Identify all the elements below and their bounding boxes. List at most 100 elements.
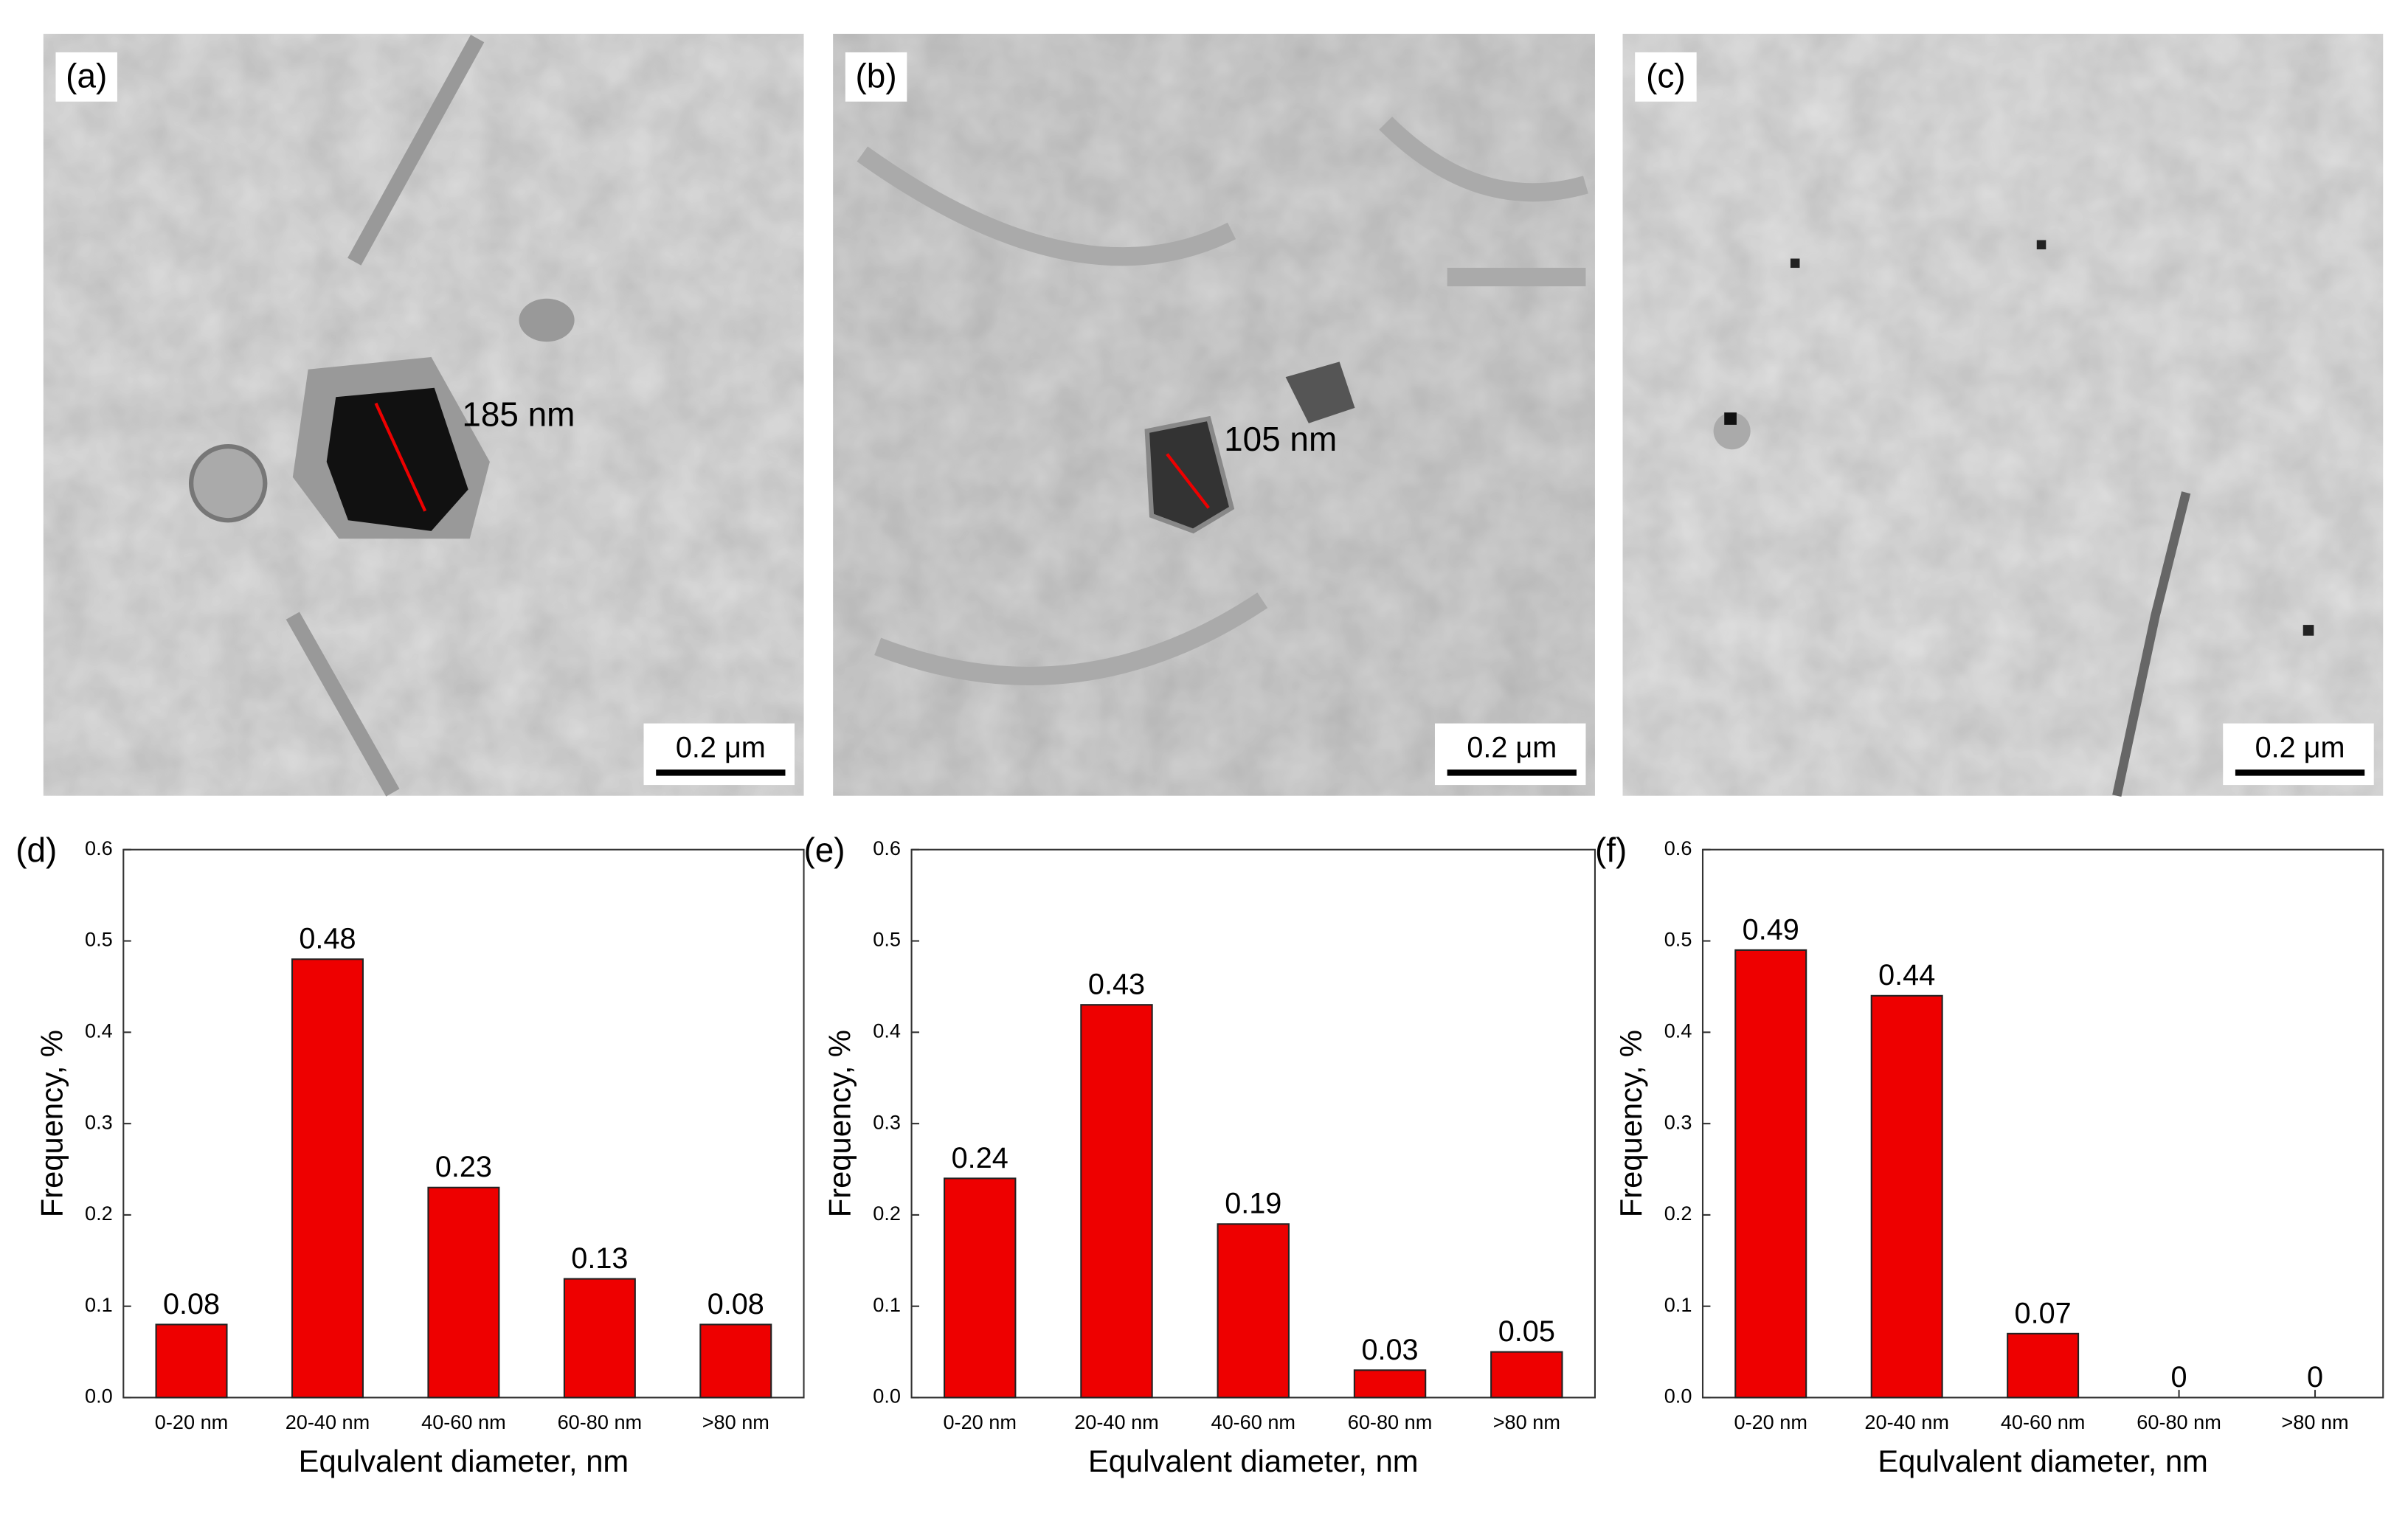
x-tick-label: >80 nm xyxy=(702,1410,769,1433)
y-tick-label: 0.0 xyxy=(1664,1385,1692,1408)
label-box xyxy=(55,52,117,102)
y-tick-label: 0.2 xyxy=(873,1202,901,1225)
bar xyxy=(1490,1351,1563,1399)
y-axis-title: Frequency, % xyxy=(1613,1030,1648,1217)
measure-arrow xyxy=(1166,453,1210,509)
y-tick-label: 0.3 xyxy=(85,1110,113,1133)
scale-bar-label: 0.2 μm xyxy=(1467,732,1557,764)
bar-chart: 0.0 0.1 0.2 0.3 0.4 0.5 0.6 0-20 nm 0.24 20-40 nm… xyxy=(804,831,1596,1478)
y-tick-label: 0.2 xyxy=(1664,1202,1692,1225)
label-box xyxy=(1635,52,1697,102)
x-tick-label: >80 nm xyxy=(1493,1410,1560,1433)
y-tick-label: 0.5 xyxy=(1664,928,1692,951)
x-axis-title: Equlvalent diameter, nm xyxy=(1088,1444,1419,1478)
scale-bar-label: 0.2 μm xyxy=(676,732,766,764)
y-tick-label: 0.4 xyxy=(873,1019,901,1042)
bar xyxy=(1080,1004,1153,1399)
size-annotation: 185 nm xyxy=(462,395,575,434)
x-tick-label: >80 nm xyxy=(2281,1410,2348,1433)
x-axis-title: Equlvalent diameter, nm xyxy=(299,1444,629,1478)
x-tick-label: 40-60 nm xyxy=(2001,1410,2086,1433)
value-label: 0.13 xyxy=(571,1242,628,1275)
x-axis-title: Equlvalent diameter, nm xyxy=(1878,1444,2208,1478)
precipitate xyxy=(1724,412,1737,425)
x-tick-label: 60-80 nm xyxy=(1348,1410,1433,1433)
bar xyxy=(1353,1369,1427,1399)
bar-chart: 0.0 0.1 0.2 0.3 0.4 0.5 0.6 0-20 nm 0.49 20-40 nm… xyxy=(1595,831,2384,1478)
particle-small xyxy=(188,443,268,523)
panel-label: (e) xyxy=(804,831,845,869)
y-tick-label: 0.3 xyxy=(873,1110,901,1133)
value-label: 0.05 xyxy=(1498,1315,1555,1348)
value-label: 0.24 xyxy=(952,1142,1008,1174)
panel-label: (a) xyxy=(66,57,107,95)
micrograph-b: (b) 105 nm 0.2 μm xyxy=(833,33,1595,796)
y-tick-label: 0.5 xyxy=(873,928,901,951)
y-tick-label: 0.0 xyxy=(85,1385,113,1408)
bar xyxy=(1217,1223,1290,1399)
y-tick-label: 0.4 xyxy=(85,1019,113,1042)
x-tick-label: 60-80 nm xyxy=(558,1410,643,1433)
bar xyxy=(563,1278,636,1399)
x-tick-label: 40-60 nm xyxy=(421,1410,506,1433)
x-tick-label: 0-20 nm xyxy=(943,1410,1016,1433)
y-tick-label: 0.4 xyxy=(1664,1019,1692,1042)
y-tick-label: 0.6 xyxy=(873,837,901,859)
bar xyxy=(291,958,364,1399)
image-background xyxy=(833,33,1595,796)
y-tick-label: 0.1 xyxy=(1664,1293,1692,1316)
value-label: 0.07 xyxy=(2015,1297,2072,1329)
y-tick-label: 0.3 xyxy=(1664,1110,1692,1133)
precipitate xyxy=(2036,240,2047,250)
image-background xyxy=(1622,33,2384,796)
value-label: 0.08 xyxy=(707,1288,764,1320)
measure-arrow xyxy=(374,402,427,512)
value-label: 0.43 xyxy=(1088,969,1145,1001)
x-tick-label: 60-80 nm xyxy=(2137,1410,2221,1433)
y-tick-label: 0.1 xyxy=(85,1293,113,1316)
y-tick-label: 0.5 xyxy=(85,928,113,951)
panel-label: (c) xyxy=(1646,57,1686,95)
value-label: 0.44 xyxy=(1878,959,1935,991)
bar xyxy=(2007,1332,2080,1399)
precipitate xyxy=(1790,258,1800,269)
precipitate-halo xyxy=(1713,412,1751,450)
value-label: 0.49 xyxy=(1743,913,1799,946)
scale-bar-label: 0.2 μm xyxy=(2255,732,2345,764)
y-tick-label: 0.6 xyxy=(85,837,113,859)
micrograph-c: (c) 0.2 μm xyxy=(1622,33,2384,797)
bar xyxy=(699,1323,772,1399)
bar xyxy=(1734,949,1807,1399)
x-tick-label: 20-40 nm xyxy=(1864,1410,1949,1433)
bar xyxy=(155,1323,228,1399)
precipitate xyxy=(2303,625,2314,636)
particle-small xyxy=(1285,361,1355,423)
value-label: 0.19 xyxy=(1225,1188,1281,1220)
pit xyxy=(519,298,575,342)
particle xyxy=(326,387,468,531)
x-tick-label: 0-20 nm xyxy=(1734,1410,1807,1433)
texture xyxy=(857,117,1588,685)
panel-label: (b) xyxy=(856,57,897,95)
value-label: 0 xyxy=(2171,1361,2187,1393)
value-label: 0.08 xyxy=(163,1288,220,1320)
value-label: 0.48 xyxy=(299,923,356,955)
grain-boundary xyxy=(2112,491,2191,797)
label-box xyxy=(845,52,907,102)
panel-label: (d) xyxy=(15,831,57,869)
y-axis-title: Frequency, % xyxy=(34,1030,69,1217)
bar xyxy=(427,1186,500,1399)
value-label: 0 xyxy=(2307,1361,2323,1393)
panel-label: (f) xyxy=(1595,831,1627,869)
x-tick-label: 0-20 nm xyxy=(155,1410,228,1433)
bar xyxy=(1870,994,1943,1399)
size-annotation: 105 nm xyxy=(1224,420,1337,458)
x-tick-label: 20-40 nm xyxy=(286,1410,370,1433)
y-tick-label: 0.0 xyxy=(873,1385,901,1408)
value-label: 0.23 xyxy=(435,1151,492,1183)
micrograph-a: (a) 185 nm 0.2 μm xyxy=(43,33,804,797)
y-axis-title: Frequency, % xyxy=(823,1030,857,1217)
y-tick-label: 0.1 xyxy=(873,1293,901,1316)
